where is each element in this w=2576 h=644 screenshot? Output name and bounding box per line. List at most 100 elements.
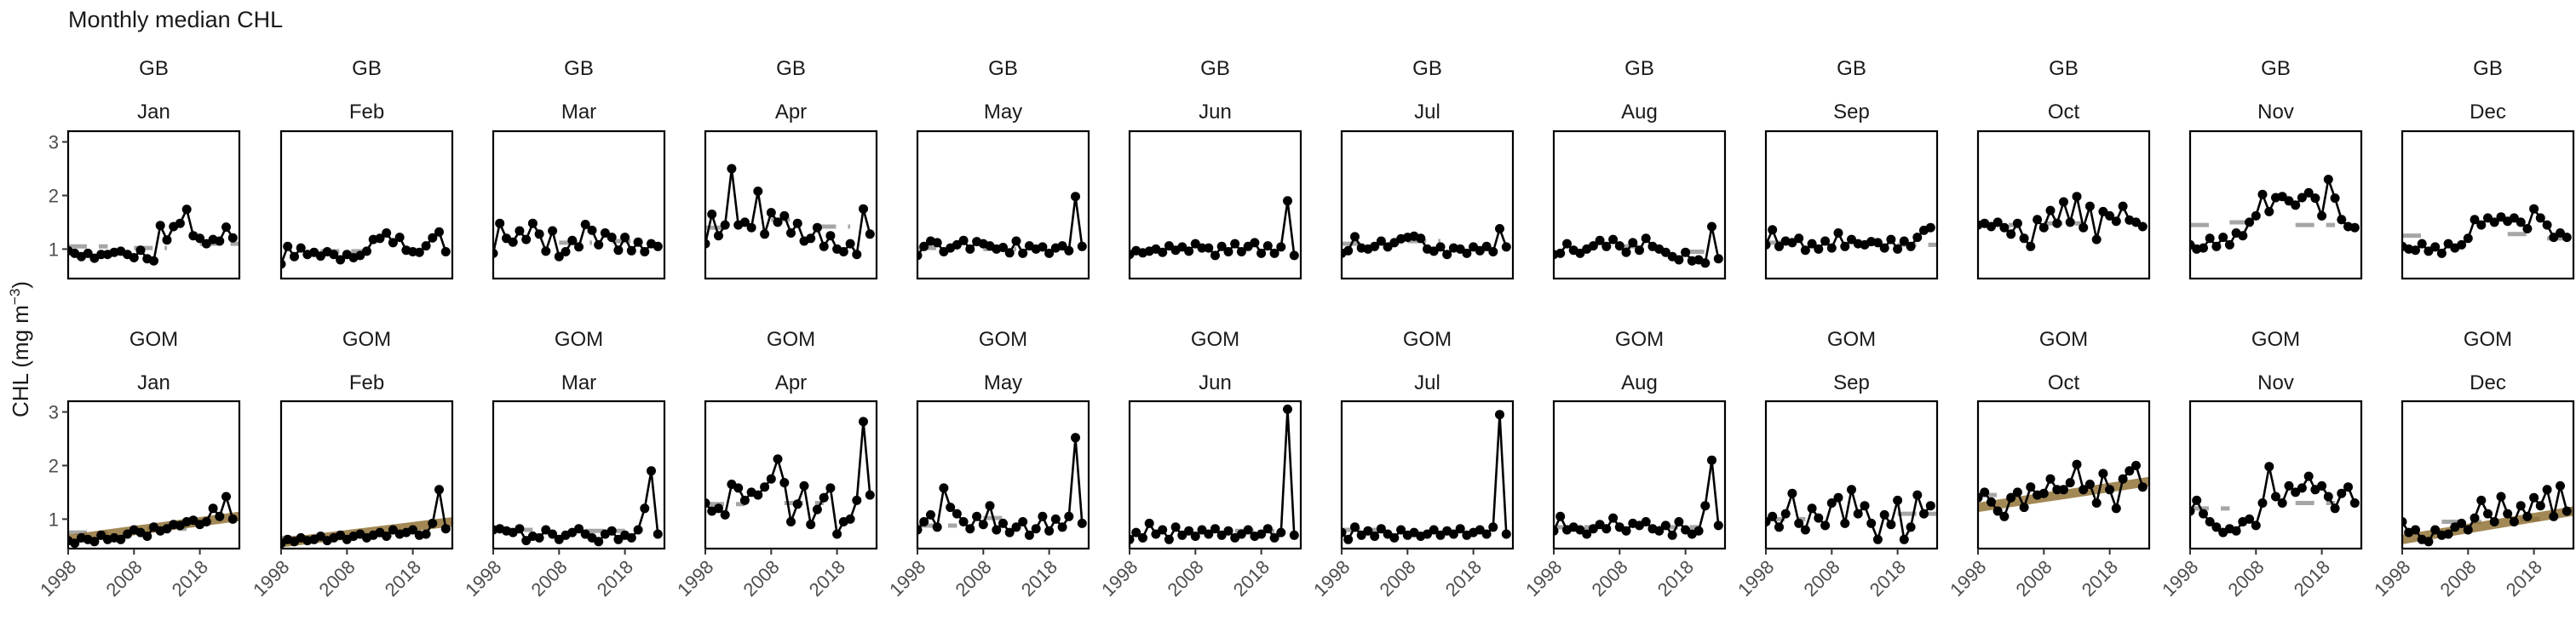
y-tick-label: 2 <box>49 455 59 476</box>
plot-area <box>1978 192 2148 251</box>
data-point <box>2542 485 2552 495</box>
data-point <box>414 247 424 257</box>
panel-frame <box>66 129 241 280</box>
data-point <box>2436 248 2447 258</box>
panel-gb-dec: GB Dec <box>2401 57 2575 280</box>
data-point <box>135 245 146 256</box>
plot-area <box>68 492 239 549</box>
plot-area <box>493 466 663 547</box>
data-point <box>1667 530 1677 540</box>
data-point <box>1866 518 1877 528</box>
y-tick-label: 1 <box>49 239 59 260</box>
panel-month-label: Oct <box>2048 371 2080 394</box>
x-tick-label: 2008 <box>951 556 995 601</box>
data-point <box>2137 221 2148 232</box>
data-point <box>2059 485 2068 495</box>
data-point <box>2065 217 2075 227</box>
data-point <box>2417 239 2427 249</box>
data-point <box>1038 511 1048 521</box>
data-point <box>2257 189 2268 199</box>
data-point <box>2291 200 2301 210</box>
x-tick-label: 1998 <box>461 556 505 601</box>
data-point <box>195 233 205 244</box>
data-point <box>1223 247 1233 256</box>
panel-gom-oct: GOM Oct 1998 2008 2018 <box>1946 328 2151 601</box>
data-point <box>375 233 385 244</box>
data-point <box>1999 222 2010 233</box>
data-point <box>939 483 949 493</box>
data-point <box>428 233 438 243</box>
panel-month-label: Nov <box>2257 371 2294 394</box>
data-point <box>580 220 590 229</box>
data-point <box>362 246 371 256</box>
data-point <box>155 221 165 231</box>
data-point <box>561 247 571 256</box>
data-point <box>753 187 763 196</box>
data-point <box>440 247 451 256</box>
data-point <box>434 227 444 237</box>
data-point <box>1370 241 1380 251</box>
data-point <box>1621 526 1631 536</box>
data-point <box>428 518 438 528</box>
data-point <box>1236 529 1246 539</box>
data-point <box>806 520 816 530</box>
data-point <box>2529 204 2539 214</box>
plot-area <box>705 164 875 260</box>
data-point <box>1216 241 1227 251</box>
data-point <box>2238 231 2248 241</box>
data-point <box>792 499 802 509</box>
data-point <box>1893 495 1903 505</box>
data-point <box>1342 527 1347 538</box>
data-point <box>89 537 100 547</box>
data-point <box>917 250 923 261</box>
data-point <box>1608 234 1619 244</box>
data-point <box>1024 530 1034 540</box>
y-axis-label-main: CHL (mg m <box>8 305 33 417</box>
data-point <box>1555 248 1566 258</box>
data-point <box>1555 511 1566 521</box>
data-point <box>1210 524 1220 534</box>
data-point <box>1992 217 2003 227</box>
data-point <box>1462 248 1472 258</box>
panel-frame <box>1764 129 1939 280</box>
panel-month-label: May <box>984 101 1022 124</box>
data-point <box>181 204 192 215</box>
data-point <box>1501 529 1511 539</box>
x-tick-label: 2018 <box>381 556 425 601</box>
data-point <box>2038 222 2049 233</box>
data-point <box>1210 250 1220 261</box>
data-point <box>2052 485 2062 495</box>
data-point <box>2072 192 2082 202</box>
data-point <box>2503 509 2513 519</box>
data-point <box>1038 242 1048 252</box>
data-point <box>281 259 286 269</box>
data-point <box>208 503 218 514</box>
x-tick-label: 1998 <box>1946 556 1990 601</box>
panel-month-label: Jul <box>1414 101 1440 124</box>
data-point <box>2489 217 2499 227</box>
x-tick-label: 2008 <box>739 556 783 601</box>
data-point <box>2098 469 2108 479</box>
x-tick-label: 1998 <box>2370 556 2414 601</box>
data-point <box>1660 520 1670 531</box>
data-point <box>2457 518 2467 528</box>
data-point <box>2330 503 2340 514</box>
panel-frame <box>1552 400 1727 550</box>
panel-frame <box>1128 400 1302 550</box>
data-point <box>1350 232 1360 242</box>
plot-area <box>2190 175 2360 254</box>
panel-gom-sep: GOM Sep 1998 2008 2018 <box>1734 328 1939 601</box>
plot-area <box>281 227 451 269</box>
data-point <box>859 417 868 427</box>
data-point <box>116 534 126 544</box>
data-point <box>1807 239 1817 249</box>
data-point <box>527 218 538 228</box>
data-point <box>1601 524 1612 534</box>
data-point <box>594 537 604 547</box>
data-point <box>1416 233 1426 244</box>
data-point <box>1879 509 1889 520</box>
data-point <box>534 229 544 239</box>
data-point <box>2430 525 2441 535</box>
data-point <box>766 474 776 484</box>
data-point <box>1700 258 1711 268</box>
